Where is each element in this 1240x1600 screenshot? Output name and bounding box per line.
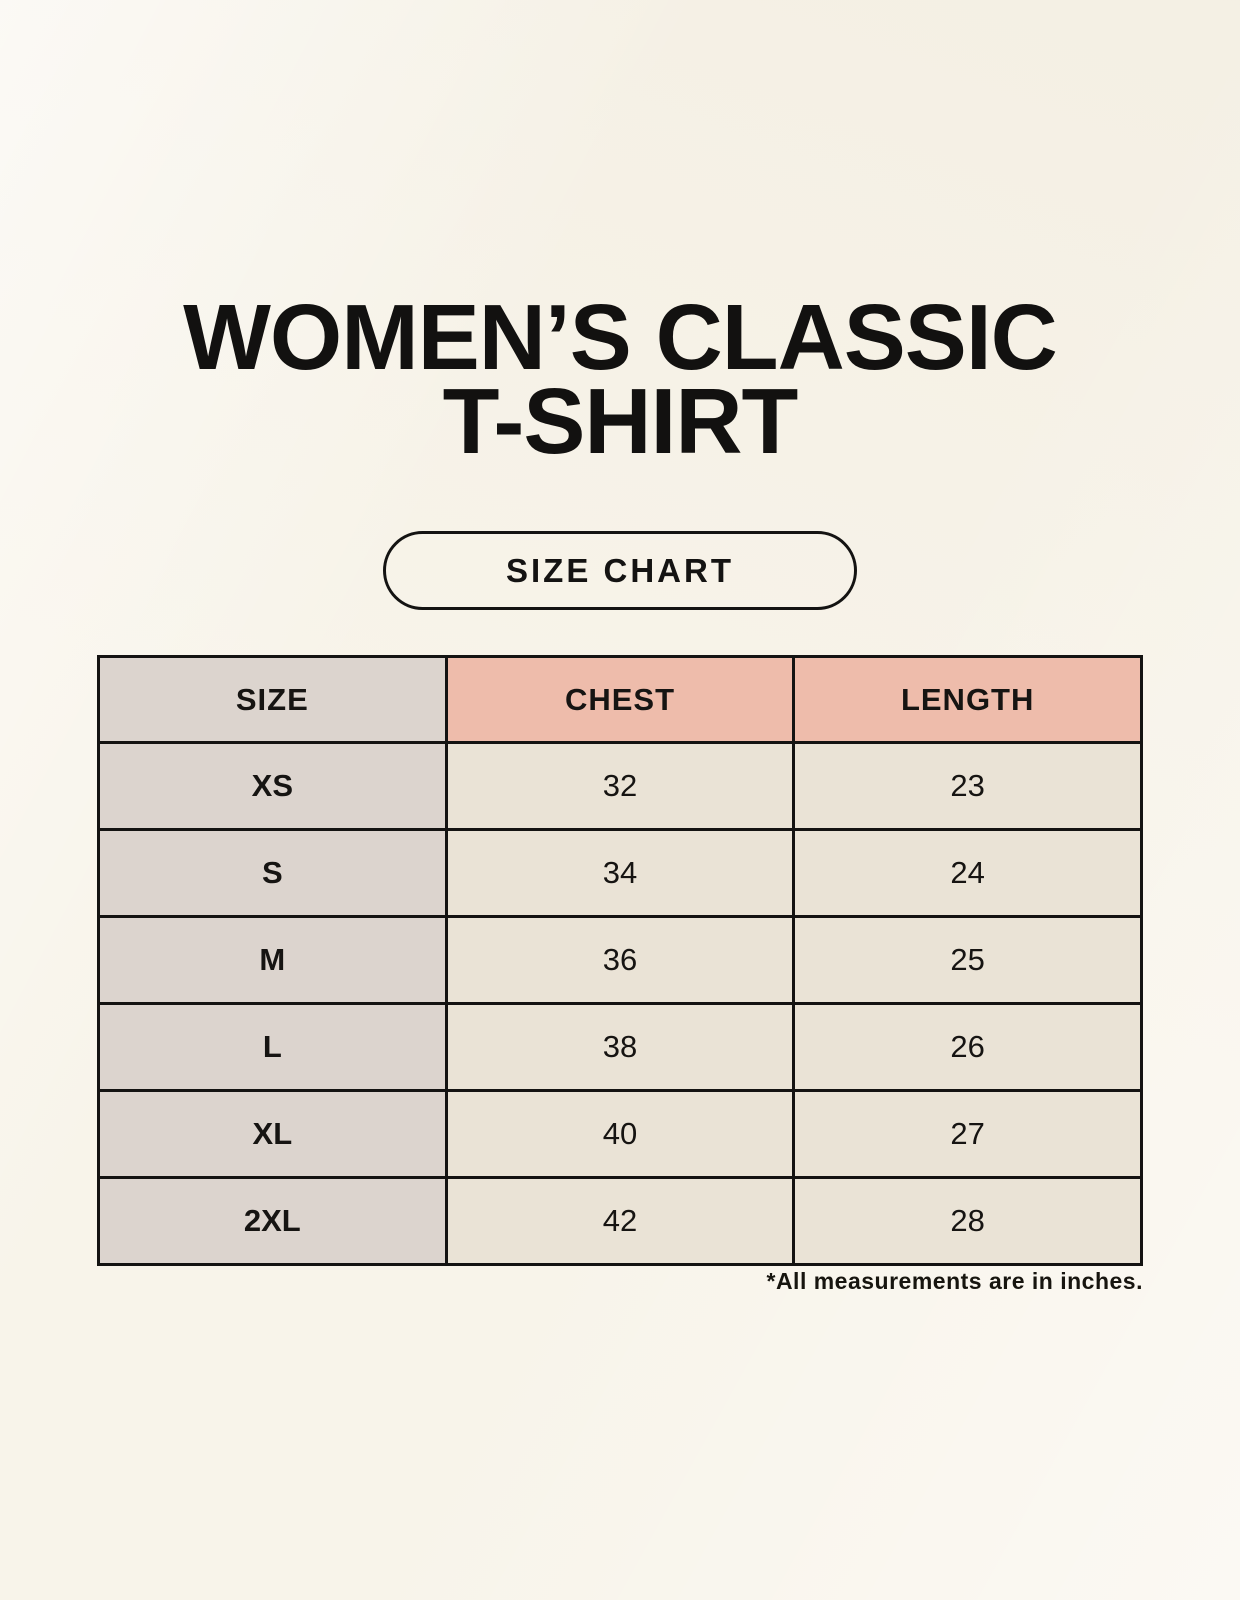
column-header-length: LENGTH [792,655,1143,744]
length-value: 23 [792,741,1143,831]
length-value: 27 [792,1089,1143,1179]
size-label: XS [97,741,448,831]
length-value: 25 [792,915,1143,1005]
size-chart-badge-label: SIZE CHART [506,551,734,589]
length-value: 28 [792,1176,1143,1266]
size-label: M [97,915,448,1005]
chest-value: 32 [444,741,796,831]
length-value: 26 [792,1002,1143,1092]
measurements-footnote: *All measurements are in inches. [766,1268,1143,1294]
size-label: 2XL [97,1176,448,1266]
page-title: WOMEN’S CLASSIC T-SHIRT [0,285,1240,473]
table-row: L 38 26 [97,1002,1143,1092]
size-chart-badge[interactable]: SIZE CHART [383,531,857,610]
table-header-row: SIZE CHEST LENGTH [97,655,1143,744]
chest-value: 42 [444,1176,796,1266]
page-title-line2: T-SHIRT [442,368,799,473]
size-chart-table-body: XS 32 23 S 34 24 M 36 25 L 38 26 XL 40 [97,741,1143,1266]
column-header-size: SIZE [97,655,448,744]
chest-value: 34 [444,828,796,918]
size-label: S [97,828,448,918]
length-value: 24 [792,828,1143,918]
page-title-line1: WOMEN’S CLASSIC [183,285,1058,389]
chest-value: 38 [444,1002,796,1092]
size-chart-table: SIZE CHEST LENGTH XS 32 23 S 34 24 M 36 … [97,655,1143,1266]
table-row: M 36 25 [97,915,1143,1005]
size-label: XL [97,1089,448,1179]
size-chart-table-head: SIZE CHEST LENGTH [97,655,1143,744]
chest-value: 36 [444,915,796,1005]
size-label: L [97,1002,448,1092]
chest-value: 40 [444,1089,796,1179]
column-header-chest: CHEST [444,655,796,744]
table-row: S 34 24 [97,828,1143,918]
table-row: 2XL 42 28 [97,1176,1143,1266]
table-row: XS 32 23 [97,741,1143,831]
table-row: XL 40 27 [97,1089,1143,1179]
